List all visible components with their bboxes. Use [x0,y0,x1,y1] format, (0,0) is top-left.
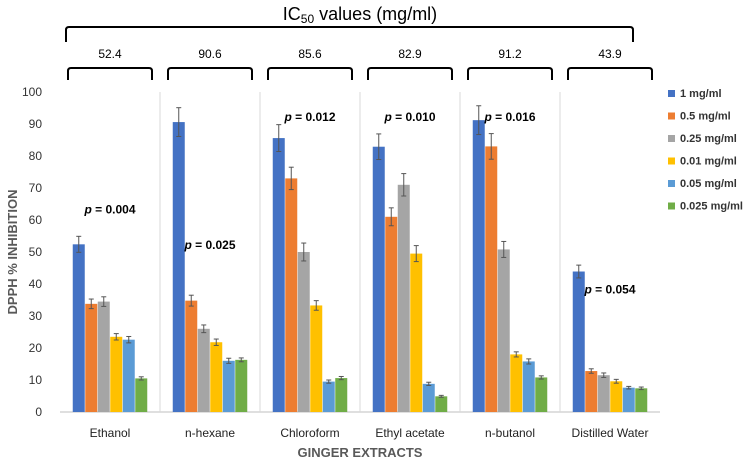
ic50-value-label: 85.6 [298,47,322,61]
category-label: Distilled Water [572,426,649,440]
bars-group [72,105,648,412]
bar [185,300,198,412]
ic50-value-label: 43.9 [598,47,622,61]
y-tick-label: 40 [29,277,43,291]
legend-label: 0.25 mg/ml [680,133,737,145]
legend-swatch [668,202,675,210]
legend-group: 1 mg/ml 0.5 mg/ml 0.25 mg/ml 0.01 mg/ml 0.05… [668,88,743,213]
bar [385,216,398,412]
y-tick-label: 30 [29,309,43,323]
ic50-top-bracket [65,26,634,42]
bar [85,303,98,412]
ic50-category-bracket [267,67,353,80]
ic50-value-label: 82.9 [398,47,422,61]
bar [72,244,85,412]
bar [122,339,135,412]
labels-group: Ethanol n-hexane Chloroform Ethyl acetate n-… [5,110,648,460]
bar [472,120,485,412]
legend-label: 0.5 mg/ml [680,111,731,123]
ic50-category-bracket [567,67,653,80]
y-tick-label: 20 [29,341,43,355]
y-tick-label: 60 [29,213,43,227]
bar [522,361,535,412]
bar [235,359,248,412]
chart-title: IC50 values (mg/ml) [283,4,437,26]
y-tick-label: 0 [35,405,42,419]
p-value-label: p = 0.054 [583,283,635,297]
legend-label: 0.05 mg/ml [680,178,737,190]
bar [110,336,123,412]
ic50-value-label: 52.4 [98,47,122,61]
bar [597,375,610,412]
y-tick-label: 50 [29,245,43,259]
bar [485,146,498,412]
legend-label: 1 mg/ml [680,88,722,100]
y-tick-label: 100 [22,85,42,99]
bar [285,178,298,412]
bar [172,122,185,412]
chart-title-group: IC50 values (mg/ml) [283,4,437,26]
category-label: n-hexane [185,426,235,440]
ic50-value-label: 91.2 [498,47,522,61]
bar [435,396,448,412]
bar [397,184,410,412]
legend-swatch [668,180,675,187]
legend-label: 0.01 mg/ml [680,156,737,168]
ic50-category-bracket [167,67,253,80]
bar [635,388,648,412]
bar [572,271,585,412]
bar [97,301,110,412]
category-label: n-butanol [485,426,535,440]
p-value-label: p = 0.016 [483,110,535,124]
category-label: Chloroform [280,426,339,440]
category-label: Ethyl acetate [375,426,445,440]
bar [497,249,510,412]
y-axis-title: DPPH % INHIBITION [5,190,20,315]
bar [422,383,435,412]
bar [322,381,335,412]
y-tick-label: 80 [29,149,43,163]
legend-swatch [668,90,675,97]
bar [272,138,285,412]
bar [535,377,548,412]
legend-swatch [668,135,675,142]
bar [222,360,235,412]
y-tick-label: 70 [29,181,43,195]
legend-swatch [668,112,675,120]
y-tick-label: 10 [29,373,43,387]
x-axis-title: GINGER EXTRACTS [298,445,423,460]
y-tick-label: 90 [29,117,43,131]
bar [510,354,523,412]
bar [197,328,210,412]
category-label: Ethanol [90,426,131,440]
bar [622,387,635,412]
bar [585,371,598,412]
bar [297,252,310,412]
ic50-category-bracket [467,67,553,80]
bar [210,342,223,412]
legend-swatch [668,157,675,165]
bar [410,253,423,412]
p-value-label: p = 0.010 [383,110,435,124]
ic50-bracket-group: 52.4 90.6 85.6 82.9 91.2 43.9 [65,26,653,80]
ic50-category-bracket [67,67,153,80]
p-value-label: p = 0.012 [283,110,335,124]
p-value-label: p = 0.004 [83,203,135,217]
legend-label: 0.025 mg/ml [680,201,743,213]
axes-group: 0 10 20 30 40 50 60 70 80 90 100 [22,85,660,419]
bar [372,146,385,412]
bar [310,305,323,412]
bar [610,381,623,412]
bar [335,378,348,412]
ic50-category-bracket [367,67,453,80]
bar [135,378,148,412]
ic50-value-label: 90.6 [198,47,222,61]
p-value-label: p = 0.025 [183,238,235,252]
